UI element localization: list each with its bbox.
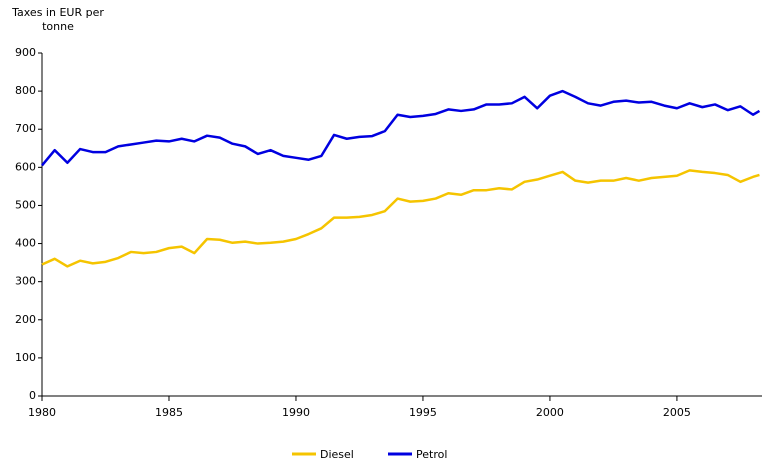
y-tick-label: 100: [15, 351, 36, 364]
y-tick-label: 500: [15, 198, 36, 211]
line-series: [41, 89, 761, 167]
y-tick-label: 900: [15, 46, 36, 59]
y-tick-label: 200: [15, 313, 36, 326]
y-axis-label: Taxes in EUR per tonne: [12, 6, 104, 33]
legend-label: Diesel: [320, 448, 354, 461]
x-tick-label: 1995: [409, 406, 437, 419]
legend-label: Petrol: [416, 448, 447, 461]
x-tick-label: 1990: [282, 406, 310, 419]
x-tick-label: 1980: [28, 406, 56, 419]
y-tick-label: 300: [15, 275, 36, 288]
y-tick-label: 400: [15, 237, 36, 250]
x-tick-label: 2005: [663, 406, 691, 419]
line-series: [41, 169, 760, 268]
x-tick-label: 1985: [155, 406, 183, 419]
x-tick-label: 2000: [536, 406, 564, 419]
y-tick-label: 0: [29, 389, 36, 402]
y-tick-label: 600: [15, 160, 36, 173]
y-tick-label: 700: [15, 122, 36, 135]
y-tick-label: 800: [15, 84, 36, 97]
